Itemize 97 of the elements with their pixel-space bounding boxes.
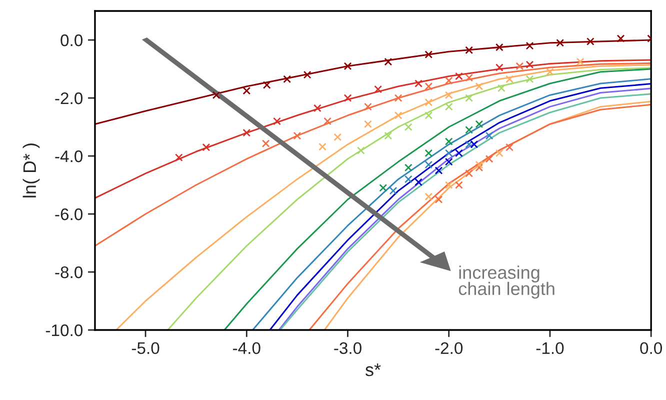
point xyxy=(404,123,412,131)
point xyxy=(506,75,514,84)
point xyxy=(470,140,478,148)
y-tick-label: -6.0 xyxy=(55,208,83,220)
line-series xyxy=(94,39,652,125)
point xyxy=(485,154,494,163)
point xyxy=(546,68,554,76)
point xyxy=(384,132,392,140)
point xyxy=(318,142,326,151)
point xyxy=(424,160,433,169)
point xyxy=(212,91,220,100)
point xyxy=(516,62,524,70)
point xyxy=(424,149,433,158)
point xyxy=(424,82,433,90)
point xyxy=(444,138,453,146)
point xyxy=(576,58,584,66)
point xyxy=(344,62,352,70)
point xyxy=(364,102,372,111)
point xyxy=(495,64,504,72)
point xyxy=(356,146,365,154)
y-tick-label: 0.0 xyxy=(60,34,83,46)
point xyxy=(344,94,352,102)
point xyxy=(455,149,463,158)
point xyxy=(586,38,594,46)
point xyxy=(497,84,506,92)
point xyxy=(616,34,625,42)
point xyxy=(434,166,443,174)
point xyxy=(465,94,474,102)
point xyxy=(465,140,474,148)
point xyxy=(465,169,474,178)
point xyxy=(394,94,402,102)
point xyxy=(424,98,433,106)
point xyxy=(475,160,484,169)
y-tick-label: -10.0 xyxy=(46,324,83,336)
point xyxy=(444,149,453,158)
point xyxy=(444,102,453,111)
point xyxy=(455,72,463,80)
point xyxy=(444,91,453,100)
point xyxy=(526,42,534,50)
x-tick-label: -3.0 xyxy=(334,342,362,354)
y-tick-label: -8.0 xyxy=(55,266,83,278)
point xyxy=(273,117,281,126)
x-tick-label: -2.0 xyxy=(435,342,463,354)
x-tick-label: -1.0 xyxy=(536,342,564,354)
point xyxy=(242,128,251,137)
y-axis-title: ln( D* ) xyxy=(22,144,40,198)
point xyxy=(414,178,422,186)
point xyxy=(444,76,453,85)
point xyxy=(379,184,388,192)
point xyxy=(444,158,453,166)
point xyxy=(475,82,484,90)
point xyxy=(202,143,210,152)
point xyxy=(293,132,302,140)
point xyxy=(475,164,484,172)
point xyxy=(455,181,463,189)
line-series xyxy=(94,62,652,247)
point xyxy=(262,140,270,148)
point xyxy=(389,186,398,195)
point xyxy=(424,50,433,58)
point xyxy=(174,154,183,162)
point xyxy=(506,143,514,152)
x-tick-label: 0.0 xyxy=(640,342,662,354)
point xyxy=(242,86,251,95)
point xyxy=(485,132,494,140)
point xyxy=(404,164,412,172)
point xyxy=(526,60,534,69)
point xyxy=(465,46,474,54)
point xyxy=(374,85,382,94)
point xyxy=(434,196,443,204)
x-tick-label: -4.0 xyxy=(233,342,260,354)
point xyxy=(394,111,402,120)
point xyxy=(556,38,564,47)
point xyxy=(283,75,292,84)
x-axis-title: s* xyxy=(366,364,381,376)
point xyxy=(262,81,271,89)
point xyxy=(465,74,474,82)
point xyxy=(334,133,342,142)
point xyxy=(313,104,322,112)
point xyxy=(526,75,534,84)
annotation: increasing chain length xyxy=(458,266,554,299)
point xyxy=(444,181,453,189)
point xyxy=(404,175,412,184)
y-tick-label: -4.0 xyxy=(55,150,83,162)
point xyxy=(364,120,372,128)
point xyxy=(424,111,433,120)
point xyxy=(424,192,433,201)
point xyxy=(324,117,332,126)
x-tick-label: -5.0 xyxy=(132,342,160,354)
point xyxy=(384,58,392,66)
point xyxy=(495,43,504,52)
line-series xyxy=(94,59,652,199)
point xyxy=(465,126,474,134)
y-tick-label: -2.0 xyxy=(55,92,83,104)
point xyxy=(414,80,422,88)
point xyxy=(495,149,504,158)
point xyxy=(303,70,312,79)
point xyxy=(475,120,484,128)
